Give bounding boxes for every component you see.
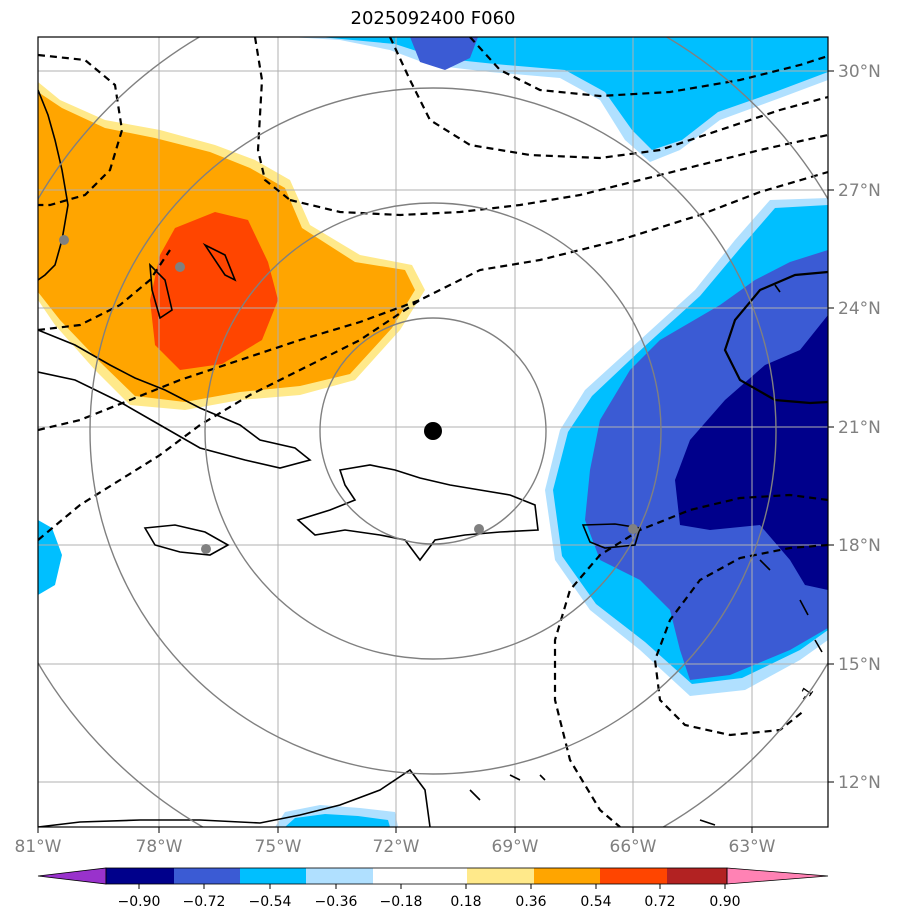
coast-florida (38, 89, 69, 281)
x-tick-labels: 81°W 78°W 75°W 72°W 69°W 66°W 63°W (15, 837, 776, 857)
coast-bahamas-2 (202, 242, 237, 282)
contour-dash-4 (253, 37, 291, 201)
station-marker (201, 544, 211, 554)
colorbar-label: −0.90 (118, 894, 161, 910)
colorbar-extend-high (726, 867, 829, 885)
colorbar-label: −0.72 (183, 894, 226, 910)
plot-frame (37, 36, 829, 828)
field-west-patch (38, 520, 62, 595)
station-marker (59, 235, 69, 245)
contour-dash-9 (553, 493, 828, 827)
x-tick-label: 81°W (15, 837, 62, 857)
coast-islands-east (759, 284, 823, 653)
range-rings (38, 37, 828, 827)
colorbar-label: −0.18 (380, 894, 423, 910)
colorbar-label: 0.72 (644, 894, 675, 910)
solid-contours (723, 270, 828, 405)
colorbar-segment (106, 868, 174, 884)
field-top-band-inner (320, 37, 828, 150)
coast-bahamas-1 (149, 262, 173, 320)
x-tick-label: 69°W (492, 837, 539, 857)
dashed-contours (38, 37, 828, 827)
field-pos-072 (150, 212, 278, 370)
y-tick-label: 15°N (838, 655, 881, 675)
contour-dash-7 (389, 37, 828, 160)
station-marker (628, 524, 638, 534)
y-tick-label: 21°N (838, 418, 881, 438)
colorbar-label: −0.54 (249, 894, 292, 910)
contour-dash-5 (38, 249, 171, 332)
colorbar-segment (306, 868, 373, 884)
storm-center-marker (424, 422, 442, 440)
colorbar-segment (240, 868, 306, 884)
colorbar-segment (600, 868, 667, 884)
colorbar-segment (174, 868, 240, 884)
colorbar-segment (534, 868, 600, 884)
contour-dash-6 (38, 53, 124, 207)
colorbar-segment (373, 868, 467, 884)
coast-hispaniola (296, 464, 539, 562)
contour-dash-10 (653, 543, 828, 737)
colorbar-segment (467, 868, 534, 884)
chart-title: 2025092400 F060 (350, 8, 516, 29)
field-south-patch-inner (285, 814, 390, 827)
colorbar-label: 0.18 (450, 894, 481, 910)
colorbar-label: 0.90 (709, 894, 740, 910)
coast-jamaica (143, 524, 230, 556)
y-tick-labels: 30°N 27°N 24°N 21°N 18°N 15°N 12°N (838, 62, 881, 793)
colorbar-label: −0.36 (315, 894, 358, 910)
y-tick-label: 24°N (838, 299, 881, 319)
station-markers (59, 235, 638, 554)
coastlines (38, 89, 823, 827)
range-ring-1 (319, 317, 547, 545)
y-tick-label: 27°N (838, 181, 881, 201)
gridlines (38, 37, 828, 827)
x-tick-label: 78°W (136, 837, 183, 857)
contour-dash-3 (289, 133, 828, 217)
x-tick-label: 66°W (610, 837, 657, 857)
field-top-band-dark (410, 37, 478, 70)
contour-solid-1 (723, 270, 828, 405)
colorbar-ticks (138, 884, 726, 889)
range-ring-2 (204, 202, 662, 660)
x-tick-label: 72°W (373, 837, 420, 857)
station-marker (474, 524, 484, 534)
coast-south-islands (469, 774, 716, 826)
y-tick-label: 18°N (838, 536, 881, 556)
colorbar-extend-low (37, 867, 107, 885)
station-marker (175, 262, 185, 272)
colorbar-label: 0.54 (580, 894, 611, 910)
colorbar: −0.90 −0.72 −0.54 −0.36 −0.18 0.18 0.36 … (37, 867, 829, 910)
x-tick-label: 75°W (255, 837, 302, 857)
y-tick-label: 30°N (838, 62, 881, 82)
coast-cuba (38, 329, 312, 469)
coast-south-america (38, 768, 431, 827)
y-tick-label: 12°N (838, 773, 881, 793)
coast-puerto-rico (581, 523, 642, 549)
range-ring-3 (89, 87, 777, 775)
x-tick-label: 63°W (729, 837, 776, 857)
colorbar-frame (105, 867, 728, 885)
contour-dash-8 (469, 37, 828, 98)
tick-marks (37, 70, 834, 833)
contour-dash-2 (38, 298, 421, 432)
colorbar-label: 0.36 (515, 894, 546, 910)
colorbar-segment (667, 868, 727, 884)
